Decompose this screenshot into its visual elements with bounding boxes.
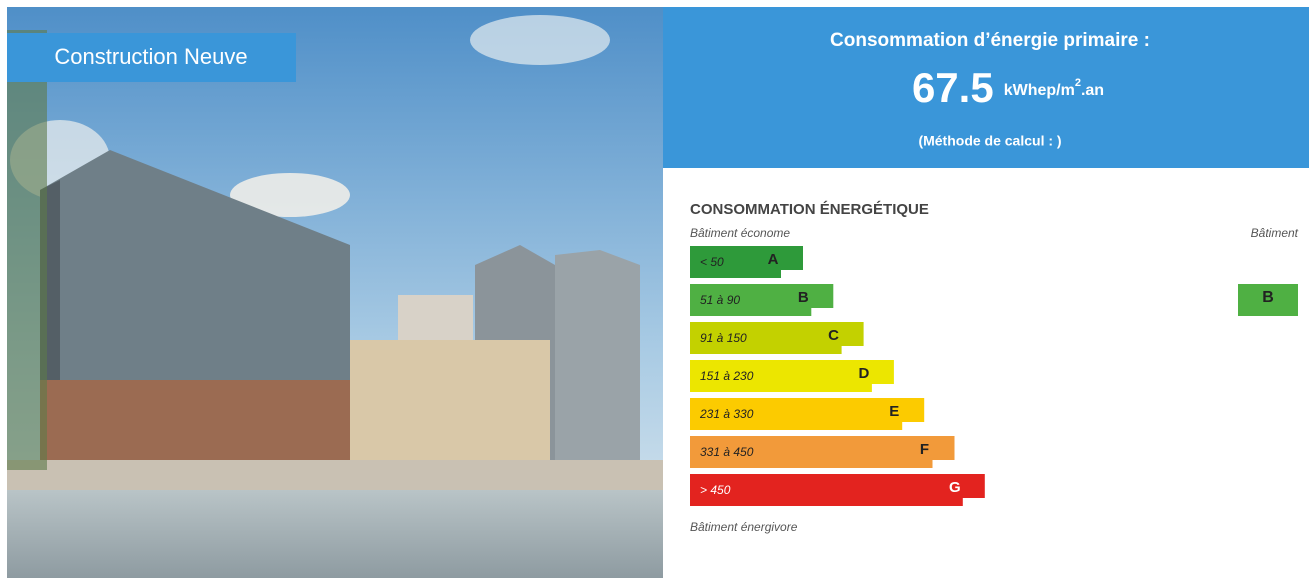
class-range: 231 à 330 (699, 407, 754, 421)
class-bar (690, 474, 985, 506)
summary-title: Consommation d’énergie primaire : (830, 30, 1150, 51)
scale-bottom-label: Bâtiment énergivore (690, 520, 798, 534)
summary-unit-suffix: .an (1081, 82, 1104, 99)
class-letter: F (920, 441, 929, 458)
summary-unit: kWhep/m (1004, 82, 1075, 99)
page-svg: Construction Neuve Consommation d’énergi… (0, 0, 1309, 578)
class-range: > 450 (700, 483, 731, 497)
class-letter: B (798, 289, 809, 306)
summary-method: (Méthode de calcul : ) (918, 133, 1061, 149)
class-range: 91 à 150 (700, 331, 747, 345)
scale-right-label: Bâtiment (1251, 226, 1299, 240)
class-letter: A (768, 251, 779, 268)
photo-label: Construction Neuve (54, 44, 247, 69)
class-range: 331 à 450 (700, 445, 754, 459)
scale-top-label: Bâtiment économe (690, 226, 790, 240)
class-letter: D (858, 365, 869, 382)
photo (7, 7, 663, 578)
scale-title: CONSOMMATION ÉNERGÉTIQUE (690, 201, 929, 218)
class-range: < 50 (700, 255, 724, 269)
page: Construction Neuve Consommation d’énergi… (0, 0, 1309, 578)
class-bars: < 50 A 51 à 90 B B 91 à 150 C 151 à 230 D 231 à 3… (690, 246, 1298, 506)
class-letter: G (949, 479, 961, 496)
class-letter: E (889, 403, 899, 420)
class-range: 151 à 230 (700, 369, 754, 383)
class-letter: C (828, 327, 839, 344)
summary-value: 67.5 (912, 64, 994, 111)
building-class: B (1262, 289, 1274, 306)
class-range: 51 à 90 (700, 293, 740, 307)
